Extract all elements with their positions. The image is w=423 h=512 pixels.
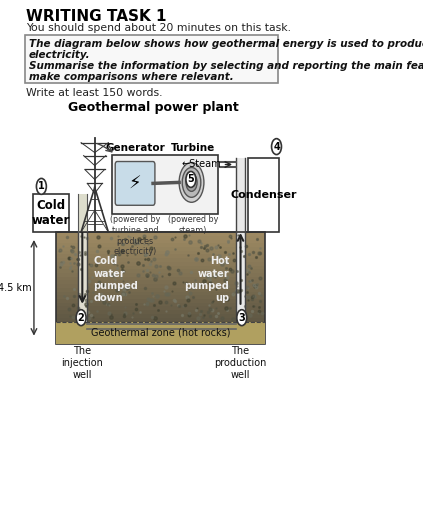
Bar: [56, 280, 265, 284]
Text: Generator: Generator: [105, 142, 165, 153]
Bar: [56, 243, 265, 247]
Text: (powered by
steam): (powered by steam): [168, 215, 218, 235]
Circle shape: [179, 162, 204, 202]
Bar: [56, 246, 265, 251]
Text: Hot
water
pumped
up: Hot water pumped up: [184, 257, 229, 304]
Bar: [78, 232, 87, 322]
Circle shape: [272, 139, 281, 155]
Circle shape: [186, 172, 196, 187]
Text: You should spend about 20 minutes on this task.: You should spend about 20 minutes on thi…: [27, 23, 291, 33]
Bar: [248, 158, 279, 232]
Bar: [56, 339, 265, 344]
Text: ⚡: ⚡: [129, 175, 141, 193]
Bar: [56, 295, 265, 299]
Bar: [56, 284, 265, 288]
Text: 4.5 km: 4.5 km: [0, 283, 32, 293]
Text: Turbine: Turbine: [170, 142, 215, 153]
Text: The diagram below shows how geothermal energy is used to produce: The diagram below shows how geothermal e…: [29, 39, 423, 49]
Bar: [112, 155, 217, 214]
Bar: [56, 258, 265, 262]
Text: (powered by
turbine and
produces
electricity): (powered by turbine and produces electri…: [110, 215, 160, 257]
Bar: [33, 195, 69, 232]
Bar: [56, 322, 265, 344]
Text: ←Steam: ←Steam: [181, 160, 221, 169]
Text: electricity.: electricity.: [29, 50, 91, 60]
Bar: [236, 158, 245, 232]
Bar: [25, 35, 278, 83]
Text: Condenser: Condenser: [230, 190, 297, 200]
Bar: [56, 321, 265, 325]
Bar: [56, 269, 265, 273]
Text: The
injection
well: The injection well: [61, 346, 103, 380]
Text: Summarise the information by selecting and reporting the main features, and: Summarise the information by selecting a…: [29, 61, 423, 71]
Text: Cold
water: Cold water: [31, 199, 70, 227]
Bar: [56, 291, 265, 295]
Bar: [56, 287, 265, 291]
Bar: [56, 306, 265, 310]
Bar: [56, 310, 265, 314]
Bar: [236, 232, 245, 322]
Text: 5: 5: [187, 175, 194, 184]
FancyBboxPatch shape: [115, 161, 155, 205]
Bar: [56, 232, 265, 344]
Text: Write at least 150 words.: Write at least 150 words.: [27, 88, 163, 98]
Bar: [56, 317, 265, 321]
Bar: [56, 313, 265, 317]
Circle shape: [76, 310, 86, 326]
Bar: [56, 254, 265, 258]
Bar: [56, 272, 265, 276]
Text: The
production
well: The production well: [214, 346, 267, 380]
Circle shape: [237, 310, 247, 326]
Circle shape: [36, 178, 47, 195]
Bar: [56, 335, 265, 340]
Text: 3: 3: [239, 313, 245, 323]
Bar: [56, 332, 265, 336]
Bar: [78, 195, 87, 232]
Text: 2: 2: [78, 313, 85, 323]
Bar: [56, 239, 265, 243]
Bar: [56, 250, 265, 254]
Circle shape: [186, 174, 197, 191]
Text: Geothermal zone (hot rocks): Geothermal zone (hot rocks): [91, 328, 231, 337]
Bar: [56, 236, 265, 240]
Circle shape: [182, 167, 201, 197]
Text: make comparisons where relevant.: make comparisons where relevant.: [29, 72, 234, 82]
Text: Geothermal power plant: Geothermal power plant: [68, 101, 239, 114]
Text: 1: 1: [38, 181, 45, 191]
Bar: [56, 302, 265, 306]
Text: Cold
water
pumped
down: Cold water pumped down: [93, 257, 138, 304]
Bar: [56, 261, 265, 266]
Text: WRITING TASK 1: WRITING TASK 1: [27, 9, 167, 25]
Text: 4: 4: [273, 142, 280, 152]
Bar: [56, 265, 265, 269]
Bar: [56, 276, 265, 281]
Bar: [56, 328, 265, 332]
Bar: [56, 298, 265, 303]
Bar: [56, 231, 265, 236]
Bar: [56, 325, 265, 329]
